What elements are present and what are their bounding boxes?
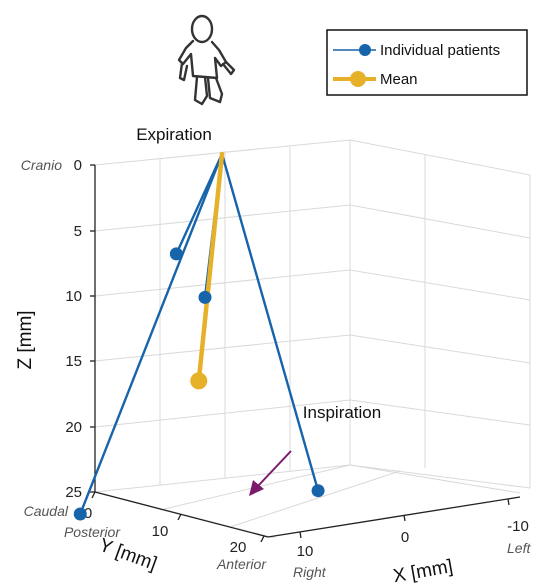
y-tick-mark-0 <box>91 491 96 499</box>
x-axis-title: X [mm] <box>392 556 455 587</box>
arrow-head <box>249 480 264 496</box>
direction-left: Left <box>507 540 531 556</box>
patient-4-trajectory-line <box>79 152 224 516</box>
grid-h-10-right <box>349 269 531 301</box>
person-left-arm <box>178 61 189 82</box>
grid <box>94 139 531 539</box>
trajectory-points <box>73 247 325 521</box>
person-left-leg <box>193 75 209 106</box>
legend-label-patients: Individual patients <box>380 42 500 59</box>
arrow-shaft <box>257 450 292 487</box>
x-tick-label-0: 0 <box>401 529 409 546</box>
x-tick-mark--10 <box>507 498 510 506</box>
grid-h-15-left <box>94 334 351 362</box>
legend-marker-patients <box>359 44 371 56</box>
axes <box>90 164 521 543</box>
person-icon <box>177 14 236 106</box>
patient-3-inspiration-point <box>311 484 325 498</box>
y-tick-label-10: 10 <box>152 523 169 540</box>
person-head <box>190 14 214 44</box>
direction-caudal: Caudal <box>24 503 69 519</box>
x-tick-mark-10 <box>299 531 302 539</box>
annotation-inspiration: Inspiration <box>303 403 381 422</box>
tick-labels: 0 5 10 15 20 25 0 10 20 10 0 -10 <box>65 157 529 560</box>
grid-h-20-right <box>349 399 531 426</box>
legend-label-mean: Mean <box>380 71 418 88</box>
person-right-leg <box>206 76 224 104</box>
grid-floor-4 <box>349 464 521 494</box>
arrow-annotation <box>249 450 292 496</box>
z-tick-label-10: 10 <box>65 288 82 305</box>
patient-2-inspiration-point <box>198 290 212 304</box>
legend: Individual patients Mean <box>326 29 528 96</box>
x-tick-label--10: -10 <box>507 518 529 535</box>
patient-4-inspiration-point <box>73 507 87 521</box>
z-tick-label-15: 15 <box>65 353 82 370</box>
x-tick-label-10: 10 <box>297 543 314 560</box>
grid-floor-2 <box>229 470 401 528</box>
z-tick-label-0: 0 <box>74 157 82 174</box>
y-tick-mark-10 <box>177 513 182 521</box>
z-tick-label-5: 5 <box>74 223 82 240</box>
grid-h-0-right <box>349 139 531 176</box>
annotation-expiration: Expiration <box>136 125 212 144</box>
z-tick-label-25: 25 <box>65 484 82 501</box>
grid-h-25-left <box>94 464 351 493</box>
trajectory-lines <box>79 151 320 516</box>
mean-inspiration-point <box>190 372 208 390</box>
x-axis-line <box>267 496 521 538</box>
z-axis-title: Z [mm] <box>15 310 36 369</box>
grid-h-5-left <box>94 204 351 232</box>
y-tick-label-20: 20 <box>230 539 247 556</box>
y-axis-line <box>94 491 269 538</box>
x-tick-mark-0 <box>403 514 406 522</box>
direction-cranio: Cranio <box>21 157 62 173</box>
grid-h-5-right <box>349 204 531 239</box>
direction-labels: Cranio Caudal Posterior Anterior Right L… <box>21 157 532 580</box>
z-tick-label-20: 20 <box>65 419 82 436</box>
y-tick-mark-20 <box>260 535 265 543</box>
direction-right: Right <box>293 564 327 580</box>
grid-h-10-left <box>94 269 351 297</box>
legend-marker-mean <box>350 71 366 87</box>
grid-h-15-right <box>349 334 531 364</box>
direction-anterior: Anterior <box>216 556 267 572</box>
mean-trajectory-line <box>196 151 225 384</box>
patient-1-inspiration-point <box>169 247 183 261</box>
grid-h-20-left <box>94 399 351 428</box>
direction-posterior: Posterior <box>64 524 121 540</box>
grid-h-25-right <box>349 464 531 489</box>
y-tick-label-0: 0 <box>84 505 92 522</box>
patient-3-trajectory-line <box>220 152 320 492</box>
y-axis-title: Y [mm] <box>96 535 159 575</box>
person-right-arm <box>221 60 236 76</box>
